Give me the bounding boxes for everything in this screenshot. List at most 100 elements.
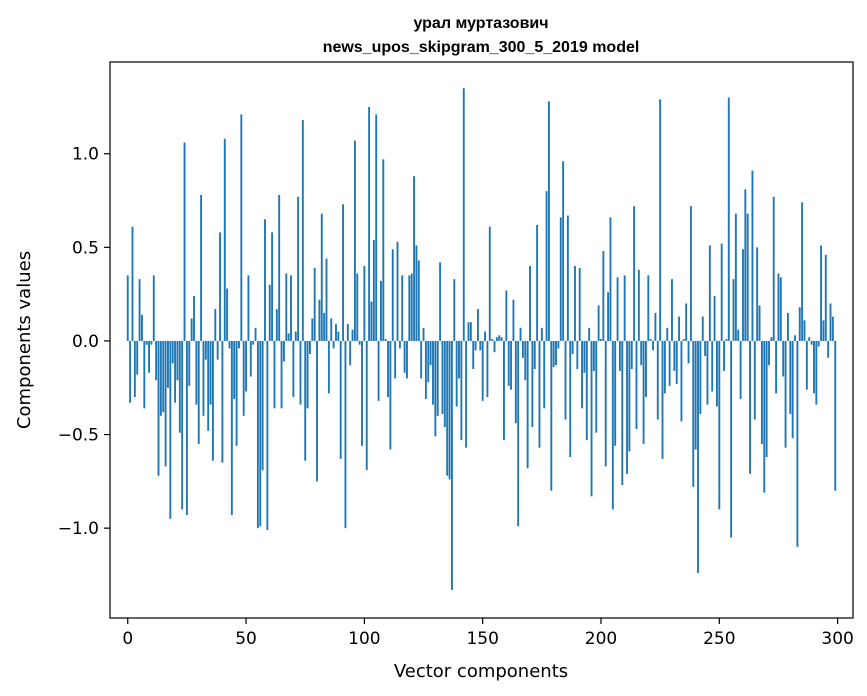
bar: [517, 340, 520, 527]
bar: [264, 219, 266, 341]
bar: [247, 275, 250, 341]
bar: [294, 331, 297, 341]
bar: [249, 340, 252, 377]
bar: [803, 320, 806, 341]
bar: [708, 245, 711, 341]
bar: [297, 196, 300, 341]
bar: [197, 340, 200, 444]
y-tick-label: 0.5: [72, 238, 99, 258]
bar: [195, 340, 198, 405]
bar: [576, 340, 579, 370]
bar: [604, 340, 607, 467]
bar: [394, 340, 397, 379]
bar: [571, 340, 574, 355]
bar: [346, 324, 349, 341]
bar: [410, 273, 413, 341]
bar: [185, 340, 188, 516]
bar: [408, 275, 411, 341]
bar: [578, 267, 581, 341]
bar: [235, 340, 238, 446]
bar: [325, 258, 328, 341]
bar: [808, 337, 811, 341]
bar: [254, 327, 257, 341]
bar: [356, 273, 359, 341]
bar: [564, 340, 567, 420]
x-tick-label: 50: [235, 629, 257, 649]
bar: [562, 161, 565, 341]
bar: [155, 340, 158, 381]
x-tick-label: 0: [122, 629, 133, 649]
bar: [481, 340, 484, 401]
bar: [694, 340, 697, 450]
bar: [372, 239, 375, 341]
bar: [514, 340, 517, 424]
bar: [323, 312, 326, 341]
bar: [543, 340, 546, 409]
bar: [240, 114, 243, 341]
bar: [455, 340, 458, 407]
bar: [181, 340, 184, 510]
bar: [760, 340, 763, 444]
bar: [285, 273, 288, 341]
x-tick-label: 100: [348, 629, 380, 649]
bar: [749, 340, 752, 474]
bar: [531, 340, 534, 428]
bar: [287, 333, 290, 341]
bar: [829, 303, 832, 341]
bar: [441, 340, 444, 414]
bar: [581, 340, 584, 409]
bar: [734, 213, 737, 341]
bar: [649, 339, 652, 341]
bar: [256, 340, 259, 529]
bar: [510, 340, 513, 390]
y-tick-label: 1.0: [72, 145, 99, 165]
bar: [592, 340, 595, 371]
bar: [228, 340, 231, 349]
bar: [370, 301, 373, 341]
bar: [519, 327, 522, 341]
bar: [301, 120, 304, 341]
bar: [718, 340, 721, 510]
bar: [448, 340, 451, 480]
bar: [164, 340, 167, 467]
bar: [630, 340, 633, 370]
bar: [190, 318, 193, 341]
bar: [640, 340, 643, 366]
x-tick-label: 150: [466, 629, 498, 649]
y-tick-label: −1.0: [58, 519, 99, 539]
bar: [299, 340, 302, 405]
bar: [171, 340, 174, 364]
bar: [751, 170, 754, 341]
bar: [458, 340, 460, 379]
bar: [183, 142, 186, 341]
bar: [176, 340, 179, 381]
bar: [533, 340, 536, 370]
bar: [633, 206, 636, 341]
bar: [779, 277, 782, 341]
bar: [715, 340, 718, 407]
bar: [491, 339, 494, 341]
bar: [723, 340, 725, 371]
x-axis-ticks: 0 50 100 150 200 250 300: [122, 618, 854, 649]
bar: [126, 275, 129, 341]
bar: [782, 340, 785, 377]
bar: [666, 327, 669, 341]
bar: [503, 340, 505, 441]
bar: [692, 340, 695, 487]
bar: [472, 340, 475, 370]
bar: [689, 206, 692, 341]
bar: [275, 309, 278, 341]
bar: [682, 339, 685, 341]
bar: [834, 340, 837, 491]
bar: [597, 305, 600, 341]
bar: [813, 340, 815, 394]
bar: [642, 340, 645, 444]
bar: [498, 335, 501, 341]
bar: [621, 340, 624, 486]
bar: [784, 340, 787, 448]
bar: [732, 279, 735, 341]
bar: [484, 331, 486, 341]
chart-title: урал муртазович: [413, 15, 548, 32]
bar: [645, 340, 647, 398]
plot-frame: [109, 61, 854, 619]
